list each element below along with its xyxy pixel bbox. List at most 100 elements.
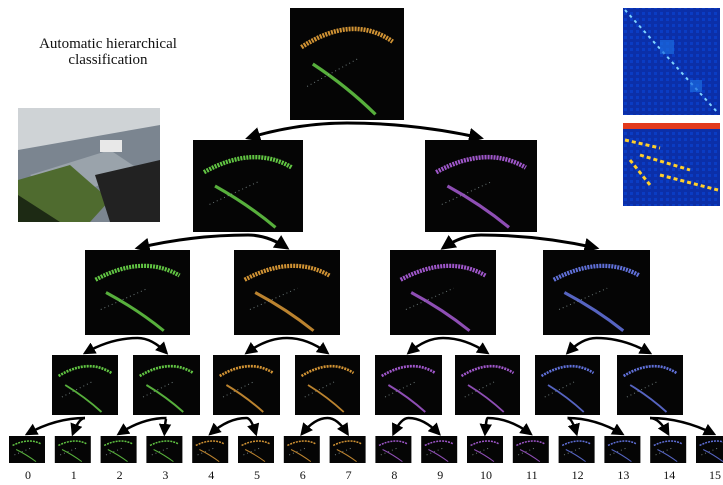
- point-cloud: [387, 384, 426, 413]
- leaf-label: 10: [480, 468, 492, 482]
- arrow: [392, 416, 409, 437]
- image-bg: [52, 355, 118, 415]
- leaf-label: 12: [572, 468, 584, 482]
- point-cloud: [607, 440, 638, 447]
- caption-line: classification: [68, 52, 148, 68]
- point-cloud: [609, 447, 627, 456]
- leaf-label: 8: [391, 468, 397, 482]
- arrow: [82, 336, 138, 355]
- image-bg: [192, 436, 229, 463]
- point-cloud: [243, 263, 331, 282]
- image-bg: [9, 436, 45, 463]
- point-cloud: [107, 449, 128, 463]
- point-cloud: [61, 381, 92, 398]
- image-bg: [512, 436, 549, 463]
- point-cloud: [467, 384, 505, 413]
- point-cloud: [58, 440, 88, 447]
- point-cloud: [332, 440, 363, 447]
- arrow: [244, 336, 288, 355]
- point-cloud: [222, 381, 254, 398]
- point-cloud: [626, 381, 657, 398]
- arrow: [70, 416, 86, 437]
- point-cloud: [254, 291, 315, 332]
- point-cloud: [384, 381, 416, 398]
- point-cloud: [304, 381, 335, 398]
- leaf-label: 3: [162, 468, 168, 482]
- arrow: [208, 416, 247, 436]
- point-cloud: [561, 440, 592, 447]
- node-image: [375, 436, 412, 463]
- point-cloud: [64, 384, 103, 413]
- point-cloud: [470, 440, 500, 447]
- point-cloud: [244, 449, 266, 463]
- image-bg: [283, 436, 320, 463]
- point-cloud: [60, 447, 77, 456]
- image-bg: [146, 436, 183, 463]
- point-cloud: [300, 26, 394, 50]
- aerial-photo: [18, 108, 160, 222]
- arrow: [116, 416, 167, 436]
- point-cloud: [565, 449, 586, 463]
- point-cloud: [611, 449, 632, 463]
- image-bg: [238, 436, 274, 463]
- node-image: [455, 355, 520, 415]
- point-cloud: [399, 263, 487, 282]
- point-cloud: [653, 440, 683, 447]
- arrow: [300, 416, 328, 436]
- image-bg: [133, 355, 200, 415]
- point-cloud: [225, 384, 264, 413]
- point-cloud: [249, 287, 298, 310]
- arrow: [442, 336, 490, 355]
- point-cloud: [290, 449, 312, 463]
- node-image: [283, 436, 320, 463]
- leaf-label: 11: [526, 468, 538, 482]
- arrow: [480, 233, 600, 253]
- point-cloud: [405, 287, 454, 310]
- point-cloud: [14, 447, 31, 456]
- point-cloud: [446, 184, 511, 229]
- point-cloud: [100, 287, 149, 310]
- image-bg: [213, 355, 280, 415]
- point-cloud: [202, 155, 294, 175]
- image-bg: [193, 140, 303, 232]
- leaf-label: 7: [346, 468, 352, 482]
- node-image: [617, 355, 683, 415]
- point-cloud: [464, 381, 495, 398]
- point-cloud: [197, 447, 214, 456]
- arrow: [134, 233, 249, 253]
- image-bg: [100, 436, 137, 463]
- node-image: [512, 436, 549, 463]
- point-cloud: [516, 440, 546, 447]
- node-image: [329, 436, 366, 463]
- point-cloud: [473, 449, 495, 463]
- leaf-label: 9: [437, 468, 443, 482]
- node-image: [213, 355, 280, 415]
- point-cloud: [15, 449, 37, 463]
- image-bg: [558, 436, 595, 463]
- point-cloud: [472, 447, 489, 456]
- point-cloud: [241, 440, 271, 447]
- image-bg: [604, 436, 641, 463]
- point-cloud: [289, 447, 306, 456]
- point-cloud: [336, 449, 357, 463]
- point-cloud: [378, 440, 409, 447]
- caption-line: Automatic hierarchical: [39, 36, 177, 52]
- arrow: [286, 336, 330, 355]
- node-image: [52, 355, 118, 415]
- point-cloud: [702, 449, 723, 463]
- point-cloud: [307, 384, 345, 413]
- node-image: [192, 436, 229, 463]
- point-cloud: [105, 291, 165, 332]
- node-image: [85, 250, 190, 335]
- point-cloud: [151, 447, 169, 456]
- arrow: [327, 416, 349, 437]
- image-bg: [290, 8, 404, 120]
- arrow: [440, 233, 482, 250]
- node-image: [535, 355, 600, 415]
- point-cloud: [311, 62, 377, 116]
- arrow: [247, 233, 290, 250]
- image-bg: [535, 355, 600, 415]
- arrow: [649, 416, 717, 436]
